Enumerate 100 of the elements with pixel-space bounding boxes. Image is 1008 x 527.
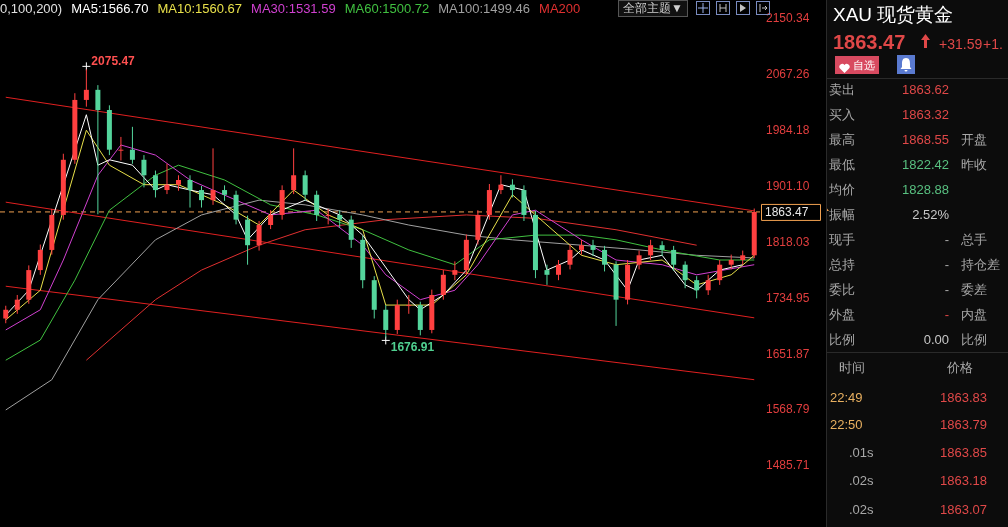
ref-line-label: 1863.47 bbox=[765, 205, 809, 220]
text: 最高 bbox=[829, 131, 855, 149]
candlestick bbox=[671, 245, 677, 272]
chart-subtitle: 0,100,200) bbox=[0, 0, 63, 17]
candlestick bbox=[152, 170, 158, 198]
text: 振幅 bbox=[829, 206, 855, 224]
candlestick bbox=[567, 244, 573, 270]
text: - bbox=[944, 231, 949, 249]
candlestick bbox=[95, 84, 101, 215]
text: 1863.83 bbox=[940, 389, 987, 407]
candlestick bbox=[325, 208, 331, 225]
text: MA100:1499.46 bbox=[438, 0, 531, 17]
candlestick bbox=[544, 264, 550, 286]
text: 委比 bbox=[829, 281, 855, 299]
annotation: 1676.91 bbox=[390, 339, 435, 354]
candlestick bbox=[256, 220, 262, 252]
candlestick bbox=[694, 275, 700, 299]
text: 自选 bbox=[853, 58, 875, 73]
text: 昨收 bbox=[961, 156, 987, 174]
candlestick bbox=[682, 260, 688, 289]
text: 1863.32 bbox=[902, 106, 949, 124]
candlestick bbox=[164, 163, 170, 195]
y-tick-label: 1984.18 bbox=[766, 123, 810, 138]
text: 均价 bbox=[829, 181, 855, 199]
text: 1863.18 bbox=[940, 472, 987, 490]
text: 现手 bbox=[829, 231, 855, 249]
text: 1822.42 bbox=[902, 156, 949, 174]
text: 1863.47 bbox=[833, 30, 906, 54]
text: 总持 bbox=[829, 256, 855, 274]
text: +31.59 bbox=[939, 35, 983, 53]
candlestick bbox=[210, 147, 216, 206]
text: 比例 bbox=[829, 331, 855, 349]
candlestick bbox=[440, 269, 446, 301]
text: .02s bbox=[849, 501, 874, 519]
candlestick bbox=[648, 239, 654, 261]
text: 卖出 bbox=[829, 81, 855, 99]
y-tick-label: 1485.71 bbox=[766, 458, 810, 473]
candlestick bbox=[659, 240, 665, 257]
text: 1863.07 bbox=[940, 501, 987, 519]
text: 22:49 bbox=[830, 389, 863, 407]
text: MA10:1560.67 bbox=[157, 0, 243, 17]
y-tick-label: 1734.95 bbox=[766, 290, 810, 305]
candlestick bbox=[302, 170, 308, 202]
text: MA200 bbox=[539, 0, 581, 17]
y-tick-label: 1651.87 bbox=[766, 346, 810, 361]
text: - bbox=[944, 256, 949, 274]
annotation: 2075.47 bbox=[91, 53, 136, 68]
text: 内盘 bbox=[961, 306, 987, 324]
text: - bbox=[944, 306, 949, 324]
text: 时间 bbox=[839, 359, 865, 377]
text: 最低 bbox=[829, 156, 855, 174]
text: 1828.88 bbox=[902, 181, 949, 199]
y-tick-label: 2150.34 bbox=[766, 11, 810, 26]
candlestick bbox=[498, 174, 504, 195]
text: 1863.62 bbox=[902, 81, 949, 99]
y-tick-label: 1818.03 bbox=[766, 234, 810, 249]
candlestick bbox=[37, 244, 43, 276]
text: 外盘 bbox=[829, 306, 855, 324]
text: .02s bbox=[849, 472, 874, 490]
candlestick bbox=[509, 178, 515, 198]
text: 开盘 bbox=[961, 131, 987, 149]
candlestick bbox=[314, 190, 320, 222]
candlestick bbox=[717, 259, 723, 286]
text: XAU 现货黄金 bbox=[833, 3, 954, 27]
text: 持仓差 bbox=[961, 256, 1000, 274]
candlestick bbox=[602, 245, 608, 272]
text: +1. bbox=[983, 35, 1003, 53]
candlestick bbox=[187, 174, 193, 209]
text: 全部主题▼ bbox=[618, 0, 688, 17]
candlestick bbox=[590, 239, 596, 257]
text: 2.52% bbox=[912, 206, 949, 224]
text: - bbox=[944, 281, 949, 299]
candlestick bbox=[129, 126, 135, 165]
text: 1863.85 bbox=[940, 444, 987, 462]
text: 价格 bbox=[946, 359, 974, 377]
text: 0.00 bbox=[923, 331, 949, 349]
y-tick-label: 1568.79 bbox=[766, 402, 810, 417]
candlestick bbox=[705, 274, 711, 296]
candlestick bbox=[268, 209, 274, 230]
text: MA60:1500.72 bbox=[344, 0, 430, 17]
text: 总手 bbox=[961, 231, 987, 249]
y-tick-label: 2067.26 bbox=[766, 67, 810, 82]
candlestick bbox=[291, 147, 297, 195]
text: 1863.79 bbox=[940, 416, 987, 434]
y-tick-label: 1901.10 bbox=[766, 178, 810, 193]
text: 22:50 bbox=[830, 416, 863, 434]
text: .01s bbox=[849, 444, 874, 462]
text: 比例 bbox=[961, 331, 987, 349]
candlestick bbox=[199, 185, 205, 209]
candlestick bbox=[406, 294, 412, 315]
candlestick bbox=[141, 154, 147, 188]
candlestick bbox=[14, 294, 20, 315]
text: 委差 bbox=[961, 281, 987, 299]
candlestick bbox=[555, 259, 561, 281]
text: MA5:1566.70 bbox=[71, 0, 149, 17]
candlestick bbox=[452, 260, 458, 281]
text: 1868.55 bbox=[902, 131, 949, 149]
candlestick bbox=[118, 136, 124, 161]
candlestick bbox=[636, 250, 642, 270]
text: 买入 bbox=[829, 106, 855, 124]
